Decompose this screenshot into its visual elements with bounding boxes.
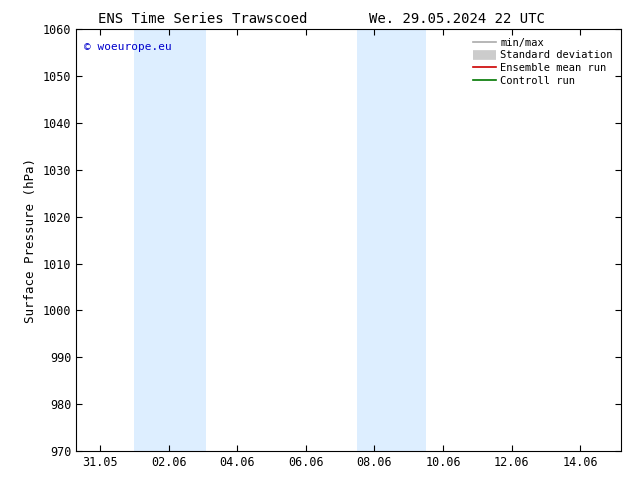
Y-axis label: Surface Pressure (hPa): Surface Pressure (hPa) — [24, 158, 37, 322]
Text: We. 29.05.2024 22 UTC: We. 29.05.2024 22 UTC — [368, 12, 545, 26]
Text: © woeurope.eu: © woeurope.eu — [84, 42, 172, 52]
Text: ENS Time Series Trawscoed: ENS Time Series Trawscoed — [98, 12, 307, 26]
Bar — [134, 29, 207, 451]
Legend: min/max, Standard deviation, Ensemble mean run, Controll run: min/max, Standard deviation, Ensemble me… — [470, 35, 616, 89]
Bar — [358, 29, 426, 451]
